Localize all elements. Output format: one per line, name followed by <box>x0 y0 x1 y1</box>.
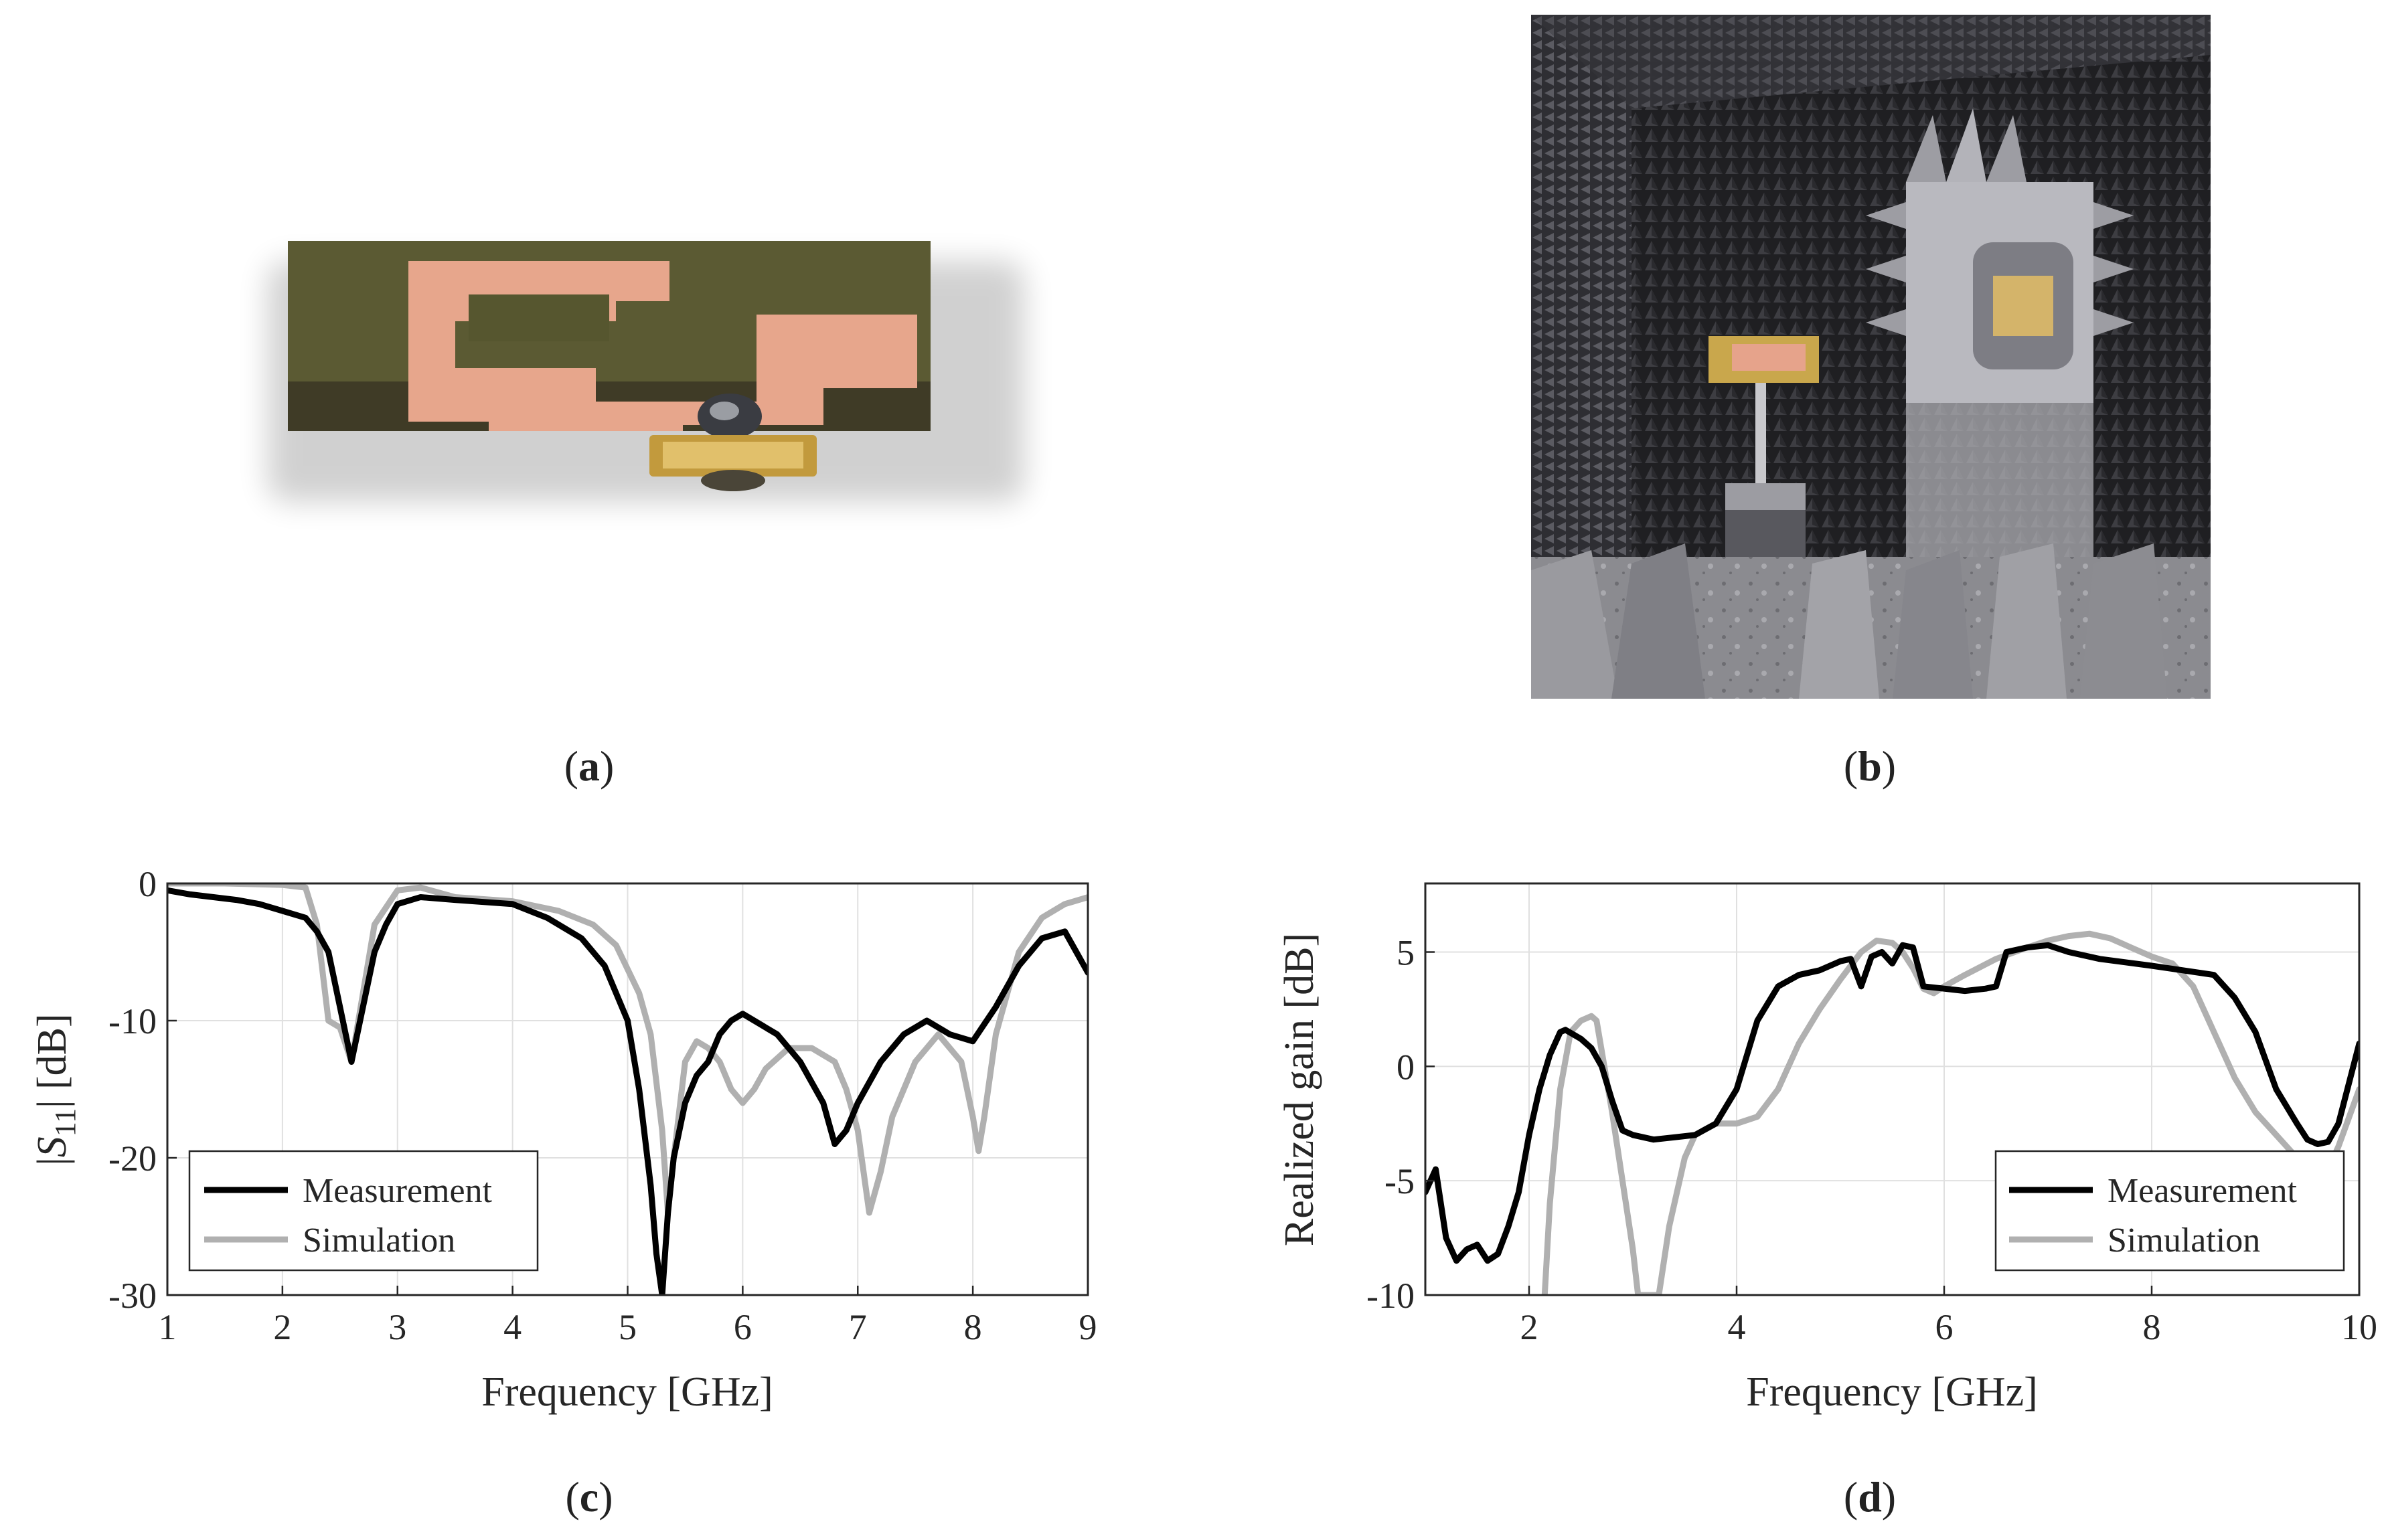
s11-x-tick-label: 6 <box>734 1307 752 1347</box>
s11-series <box>167 883 1088 1295</box>
caption-d: (d) <box>1843 1473 1897 1521</box>
s11-chart: 1 2 3 4 5 6 7 8 9 0 -10 -20 -30 Frequency [GHz] |S11… <box>29 864 1097 1415</box>
gain-x-tick-label: 6 <box>1935 1307 1954 1347</box>
antenna-prototype-photo <box>268 241 1024 502</box>
s11-x-tick-label: 9 <box>1079 1307 1097 1347</box>
caption-b: (b) <box>1843 742 1897 790</box>
s11-y-tick-label: 0 <box>139 864 157 904</box>
gain-ticks: 2 4 6 8 10 5 0 -5 -10 <box>1366 933 2377 1348</box>
s11-x-tick-label: 7 <box>849 1307 867 1347</box>
s11-legend-simulation: Simulation <box>303 1221 455 1260</box>
gain-legend: Measurement Simulation <box>1994 1150 2345 1272</box>
s11-legend-measurement: Measurement <box>303 1172 493 1210</box>
gain-y-axis-label: Realized gain [dB] <box>1277 933 1322 1246</box>
s11-y-axis-label: |S11| [dB] <box>29 1013 82 1165</box>
s11-x-tick-label: 2 <box>273 1307 291 1347</box>
caption-a: (a) <box>564 742 615 790</box>
caption-letter-b: b <box>1858 742 1882 790</box>
gain-y-tick-label: 0 <box>1397 1047 1415 1087</box>
caption-c: (c) <box>565 1473 613 1521</box>
caption-letter-c: c <box>579 1473 599 1521</box>
gain-series <box>1425 930 2359 1295</box>
gain-simulation-line <box>1541 930 2359 1295</box>
anechoic-chamber-photo <box>1531 15 2211 699</box>
gain-measurement-line <box>1425 942 2359 1264</box>
gain-x-tick-label: 8 <box>2143 1307 2161 1347</box>
gain-legend-measurement: Measurement <box>2108 1172 2298 1210</box>
s11-y-tick-label: -30 <box>108 1276 157 1316</box>
gain-chart: 2 4 6 8 10 5 0 -5 -10 Frequency [GHz] Realized g… <box>1277 882 2377 1415</box>
gain-y-tick-label: 5 <box>1397 933 1415 973</box>
reference-horn-antenna <box>1866 108 2134 570</box>
gain-x-tick-label: 4 <box>1728 1307 1746 1347</box>
gain-x-tick-label: 2 <box>1520 1307 1538 1347</box>
floor-absorbers <box>1531 543 2211 699</box>
gain-legend-simulation: Simulation <box>2108 1221 2260 1260</box>
s11-x-tick-label: 3 <box>388 1307 406 1347</box>
s11-ticks: 1 2 3 4 5 6 7 8 9 0 -10 -20 -30 <box>108 864 1097 1347</box>
s11-y-tick-label: -20 <box>108 1138 157 1179</box>
caption-letter-a: a <box>578 742 600 790</box>
caption-letter-d: d <box>1858 1473 1882 1521</box>
s11-measurement-line <box>167 887 1088 1295</box>
s11-x-tick-label: 8 <box>964 1307 982 1347</box>
s11-y-tick-label: -10 <box>108 1001 157 1041</box>
s11-x-tick-label: 5 <box>619 1307 637 1347</box>
gain-x-tick-label: 10 <box>2341 1307 2377 1347</box>
s11-x-axis-label: Frequency [GHz] <box>481 1369 773 1415</box>
s11-x-tick-label: 4 <box>503 1307 522 1347</box>
s11-legend: Measurement Simulation <box>188 1150 539 1272</box>
gain-x-axis-label: Frequency [GHz] <box>1746 1369 2038 1415</box>
s11-x-tick-label: 1 <box>159 1307 177 1347</box>
gain-y-tick-label: -10 <box>1366 1276 1415 1316</box>
gain-plot-frame <box>1424 882 2361 1296</box>
gain-y-tick-label: -5 <box>1384 1161 1415 1201</box>
